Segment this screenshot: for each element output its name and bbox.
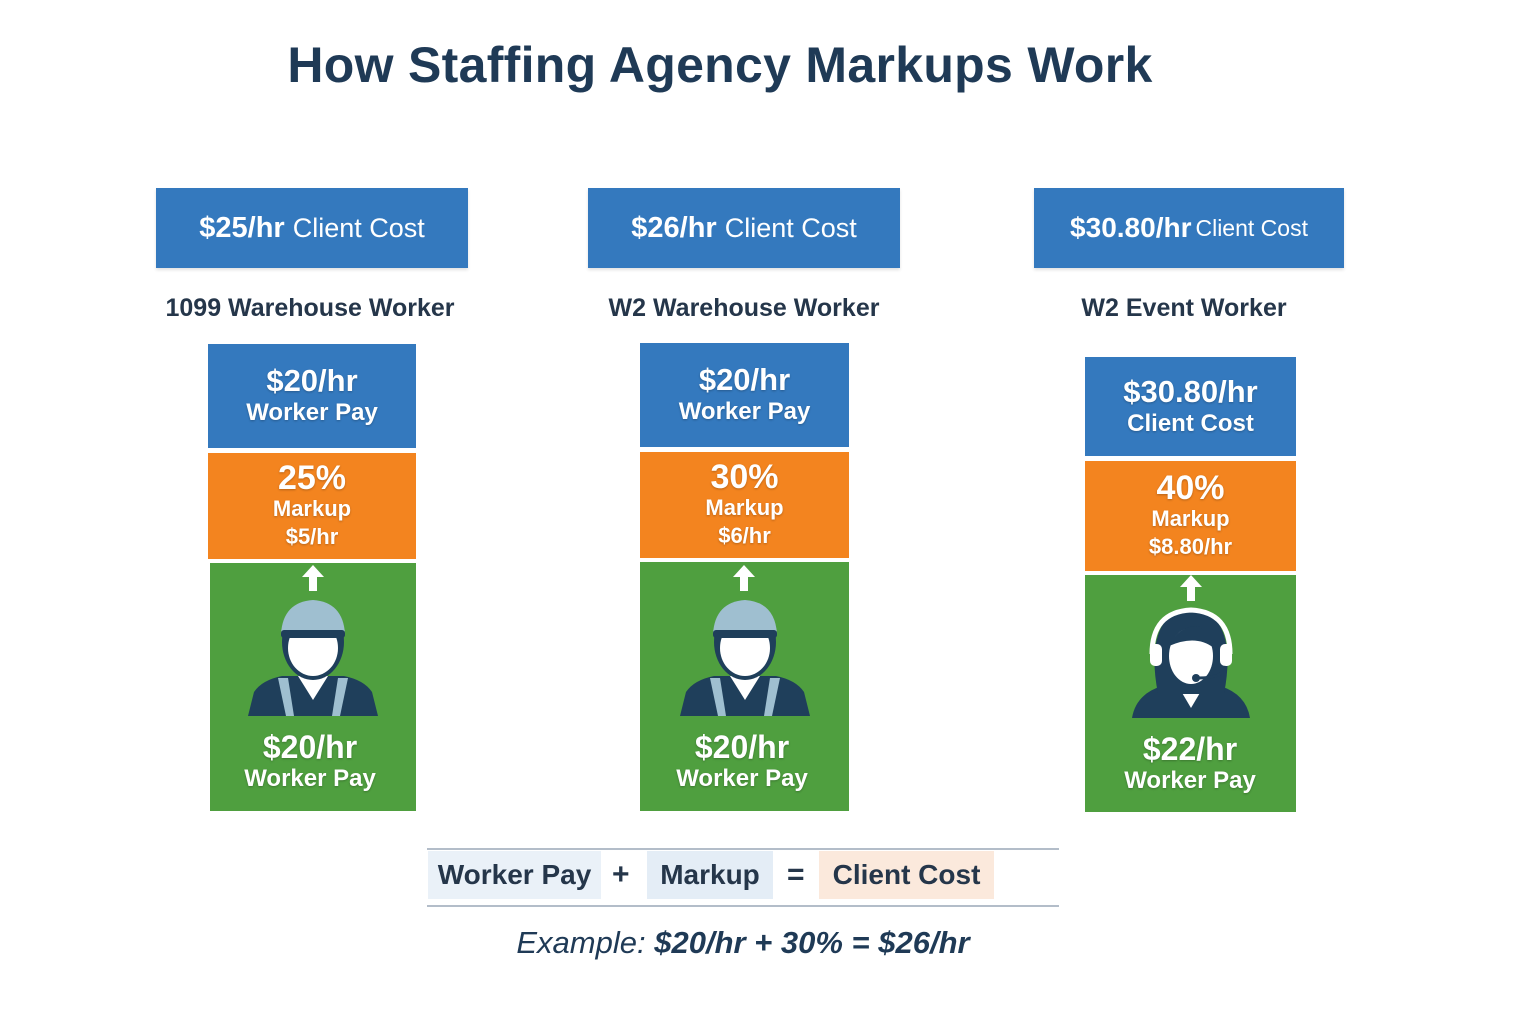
markup-block-1: 25% Markup $5/hr bbox=[208, 453, 416, 559]
warehouse-worker-icon bbox=[248, 600, 378, 716]
worker-pay-value: $20/hr bbox=[266, 363, 358, 398]
client-cost-label: Client Cost bbox=[292, 212, 425, 243]
formula-markup: Markup bbox=[647, 851, 773, 899]
worker-pay-value: $20/hr bbox=[698, 362, 791, 397]
worker-pay-block-top-1: $20/hr Worker Pay bbox=[208, 344, 416, 448]
up-arrow-icon bbox=[302, 565, 324, 591]
example-text: Example: $20/hr + 30% = $26/hr bbox=[427, 925, 1059, 961]
worker-pay-value: $20/hr bbox=[694, 729, 790, 765]
client-cost-block-3: $30.80/hr Client Cost bbox=[1085, 357, 1296, 456]
worker-type-label-1: 1099 Warehouse Worker bbox=[165, 294, 455, 322]
markup-block-2: 30% Markup $6/hr bbox=[640, 452, 849, 558]
markup-percent: 25% bbox=[277, 459, 347, 497]
client-cost-amount: $25/hr bbox=[199, 211, 285, 244]
worker-type-label-2: W2 Warehouse Worker bbox=[608, 294, 880, 322]
up-arrow-icon bbox=[1180, 575, 1202, 601]
markup-amount: $6/hr bbox=[718, 523, 771, 548]
worker-pay-label: Worker Pay bbox=[244, 765, 376, 792]
worker-pay-label: Worker Pay bbox=[676, 765, 808, 792]
markup-block-3: 40% Markup $8.80/hr bbox=[1085, 461, 1296, 571]
worker-pay-bottom-3: $22/hr Worker Pay bbox=[1090, 732, 1290, 796]
client-cost-header-1: $25/hr Client Cost bbox=[156, 188, 468, 268]
client-cost-amount: $30.80/hr bbox=[1070, 212, 1192, 243]
warehouse-worker-icon bbox=[680, 600, 810, 716]
worker-pay-label: Worker Pay bbox=[246, 399, 378, 426]
headset-worker-icon bbox=[1132, 607, 1250, 718]
formula-worker-pay: Worker Pay bbox=[428, 851, 601, 899]
worker-pay-bottom-2: $20/hr Worker Pay bbox=[642, 730, 842, 794]
worker-pay-value: $20/hr bbox=[262, 729, 358, 765]
client-cost-label: Client Cost bbox=[1127, 409, 1254, 437]
formula-top-rule bbox=[427, 848, 1059, 850]
worker-pay-block-top-2: $20/hr Worker Pay bbox=[640, 343, 849, 447]
example-expression: $20/hr + 30% = $26/hr bbox=[654, 925, 970, 960]
markup-amount: $5/hr bbox=[285, 524, 339, 549]
worker-pay-bottom-1: $20/hr Worker Pay bbox=[210, 730, 410, 794]
client-cost-header-2: $26/hr Client Cost bbox=[588, 188, 900, 268]
worker-pay-value: $22/hr bbox=[1142, 731, 1238, 767]
markup-percent: 40% bbox=[1156, 469, 1225, 507]
markup-label: Markup bbox=[705, 495, 784, 520]
client-cost-header-3: $30.80/hr Client Cost bbox=[1034, 188, 1344, 268]
formula-equals: = bbox=[787, 858, 805, 891]
example-label: Example: bbox=[516, 925, 646, 960]
markup-percent: 30% bbox=[710, 458, 779, 496]
client-cost-label: Client Cost bbox=[724, 212, 857, 243]
formula-bottom-rule bbox=[427, 905, 1059, 907]
worker-type-label-3: W2 Event Worker bbox=[1081, 294, 1287, 322]
worker-pay-label: Worker Pay bbox=[678, 398, 811, 425]
up-arrow-icon bbox=[733, 565, 755, 591]
markup-amount: $8.80/hr bbox=[1148, 534, 1233, 559]
markup-label: Markup bbox=[272, 496, 352, 521]
client-cost-label: Client Cost bbox=[1195, 214, 1308, 241]
client-cost-value: $30.80/hr bbox=[1123, 373, 1258, 409]
page-title: How Staffing Agency Markups Work bbox=[287, 37, 1153, 93]
worker-pay-label: Worker Pay bbox=[1124, 767, 1256, 794]
formula-client-cost: Client Cost bbox=[819, 851, 994, 899]
markup-label: Markup bbox=[1151, 506, 1230, 531]
client-cost-amount: $26/hr bbox=[631, 211, 717, 244]
formula-plus: + bbox=[612, 858, 630, 891]
